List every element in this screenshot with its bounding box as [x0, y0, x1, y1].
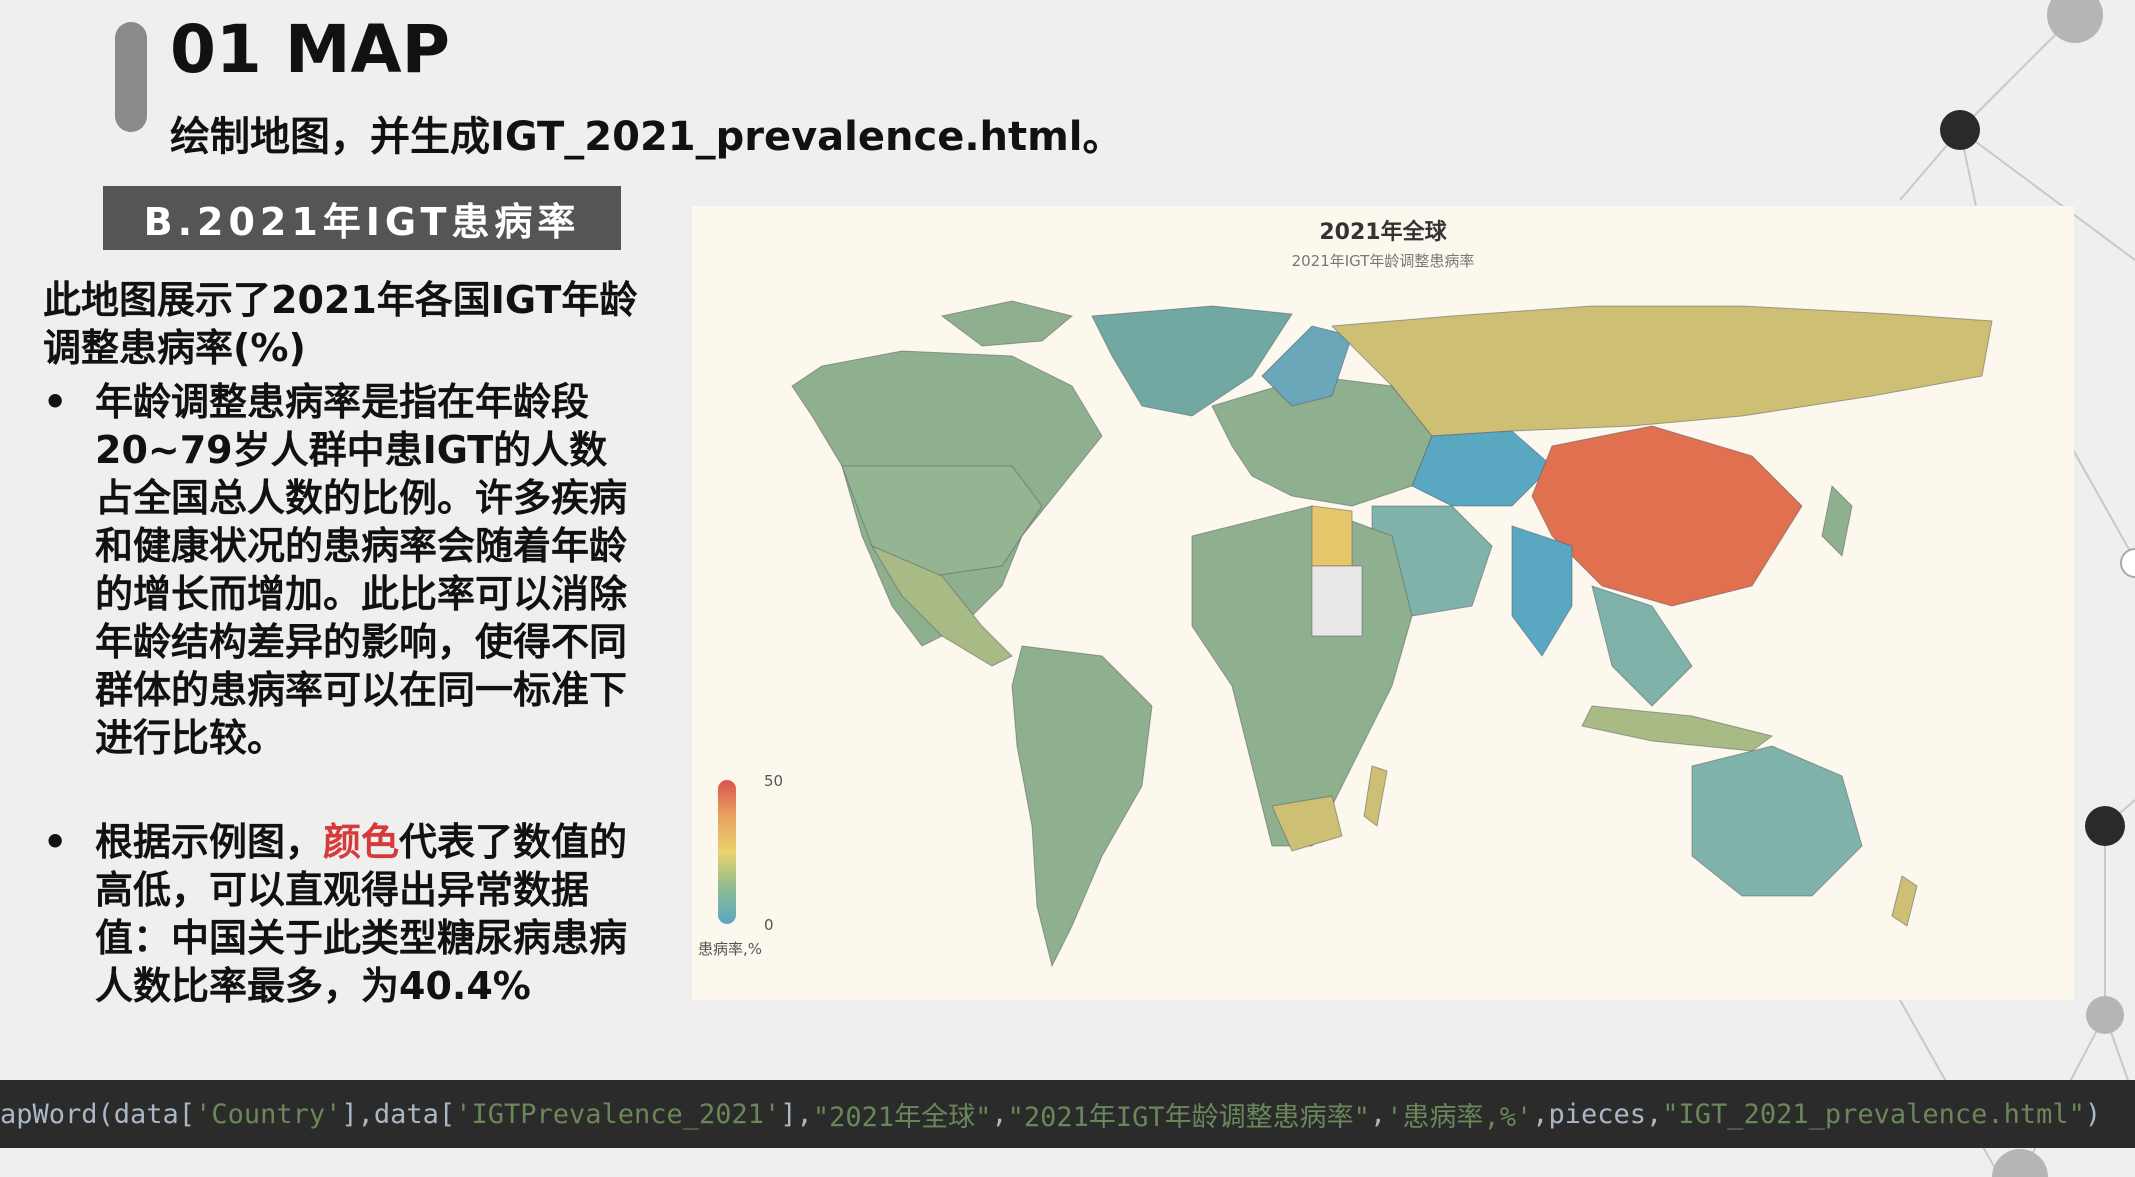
region-europe [1211, 375, 1433, 507]
code-mid1: ],data[ [341, 1098, 456, 1130]
code-suffix: ) [2084, 1098, 2102, 1130]
section-label: B.2021年IGT患病率 [103, 186, 621, 250]
region-new-zealand [1891, 875, 1918, 927]
bullet-text: 根据示例图，颜色代表了数值的高低，可以直观得出异常数据值：中国关于此类型糖尿病患… [95, 818, 643, 1010]
code-mid5: ,pieces, [1532, 1098, 1663, 1130]
region-indonesia [1581, 705, 1774, 752]
region-australia [1691, 745, 1863, 897]
bullet-dot: • [43, 820, 68, 864]
bullet-dot: • [43, 380, 68, 424]
page-title: 01 MAP [170, 11, 450, 88]
legend-min-label: 0 [764, 916, 774, 934]
region-central-asia [1411, 430, 1553, 507]
region-central-america [870, 544, 1013, 667]
code-arg-country: 'Country' [195, 1098, 342, 1130]
region-south-america [1011, 645, 1153, 968]
page-subtitle: 绘制地图，并生成IGT_2021_prevalence.html。 [170, 114, 1123, 160]
bullet-text-pre: 根据示例图， [95, 820, 324, 864]
region-china [1531, 425, 1803, 607]
world-map[interactable] [692, 206, 2074, 1000]
code-prefix: apWord(data[ [0, 1098, 196, 1130]
bullet-item-conclusion: • 根据示例图，颜色代表了数值的高低，可以直观得出异常数据值：中国关于此类型糖尿… [43, 818, 643, 1010]
map-title: 2021年全球 [1319, 220, 1447, 245]
region-scandinavia [1261, 325, 1353, 407]
legend-max-label: 50 [764, 772, 784, 790]
bullet-item-definition: • 年龄调整患病率是指在年龄段20~79岁人群中患IGT的人数占全国总人数的比例… [43, 378, 643, 762]
region-russia [1330, 305, 1993, 437]
code-sep4: , [1369, 1098, 1387, 1130]
region-egypt [1311, 505, 1353, 567]
map-subtitle: 2021年IGT年龄调整患病率 [1291, 252, 1475, 270]
intro-text: 此地图展示了2021年各国IGT年龄调整患病率(%) [43, 278, 638, 370]
highlight-word: 颜色 [323, 820, 400, 864]
region-southeast-asia [1591, 585, 1693, 707]
title-accent-bar [115, 22, 147, 132]
legend-unit-label: 患病率,% [698, 940, 763, 958]
region-south-africa [1271, 795, 1343, 852]
region-india [1511, 525, 1573, 657]
bullet-text-post: 代表了数值的高低，可以直观得出异常数据值：中国关于此类型糖尿病患病人数比率最多，… [95, 820, 628, 1008]
code-arg-unit: '患病率,%' [1386, 1101, 1533, 1133]
code-mid2: ], [780, 1098, 813, 1130]
bullet-text: 年龄调整患病率是指在年龄段20~79岁人群中患IGT的人数占全国总人数的比例。许… [95, 380, 628, 760]
region-sudan [1311, 565, 1363, 637]
legend-color-scale[interactable] [718, 780, 736, 924]
world-map-chart[interactable]: 2021年全球 2021年IGT年龄调整患病率 [692, 206, 2074, 1000]
code-sep3: , [991, 1098, 1008, 1130]
region-madagascar [1363, 765, 1388, 827]
code-arg-prevalence: 'IGTPrevalence_2021' [455, 1098, 781, 1130]
region-arctic-islands [940, 300, 1074, 347]
code-snippet-bar: apWord(data['Country'],data['IGTPrevalen… [0, 1080, 2135, 1148]
region-greenland [1091, 305, 1293, 417]
code-arg-title: "2021年全球" [812, 1101, 992, 1133]
region-japan [1821, 484, 1853, 558]
code-arg-filename: "IGT_2021_prevalence.html" [1662, 1098, 2085, 1130]
code-arg-subtitle: "2021年IGT年龄调整患病率" [1007, 1101, 1370, 1133]
